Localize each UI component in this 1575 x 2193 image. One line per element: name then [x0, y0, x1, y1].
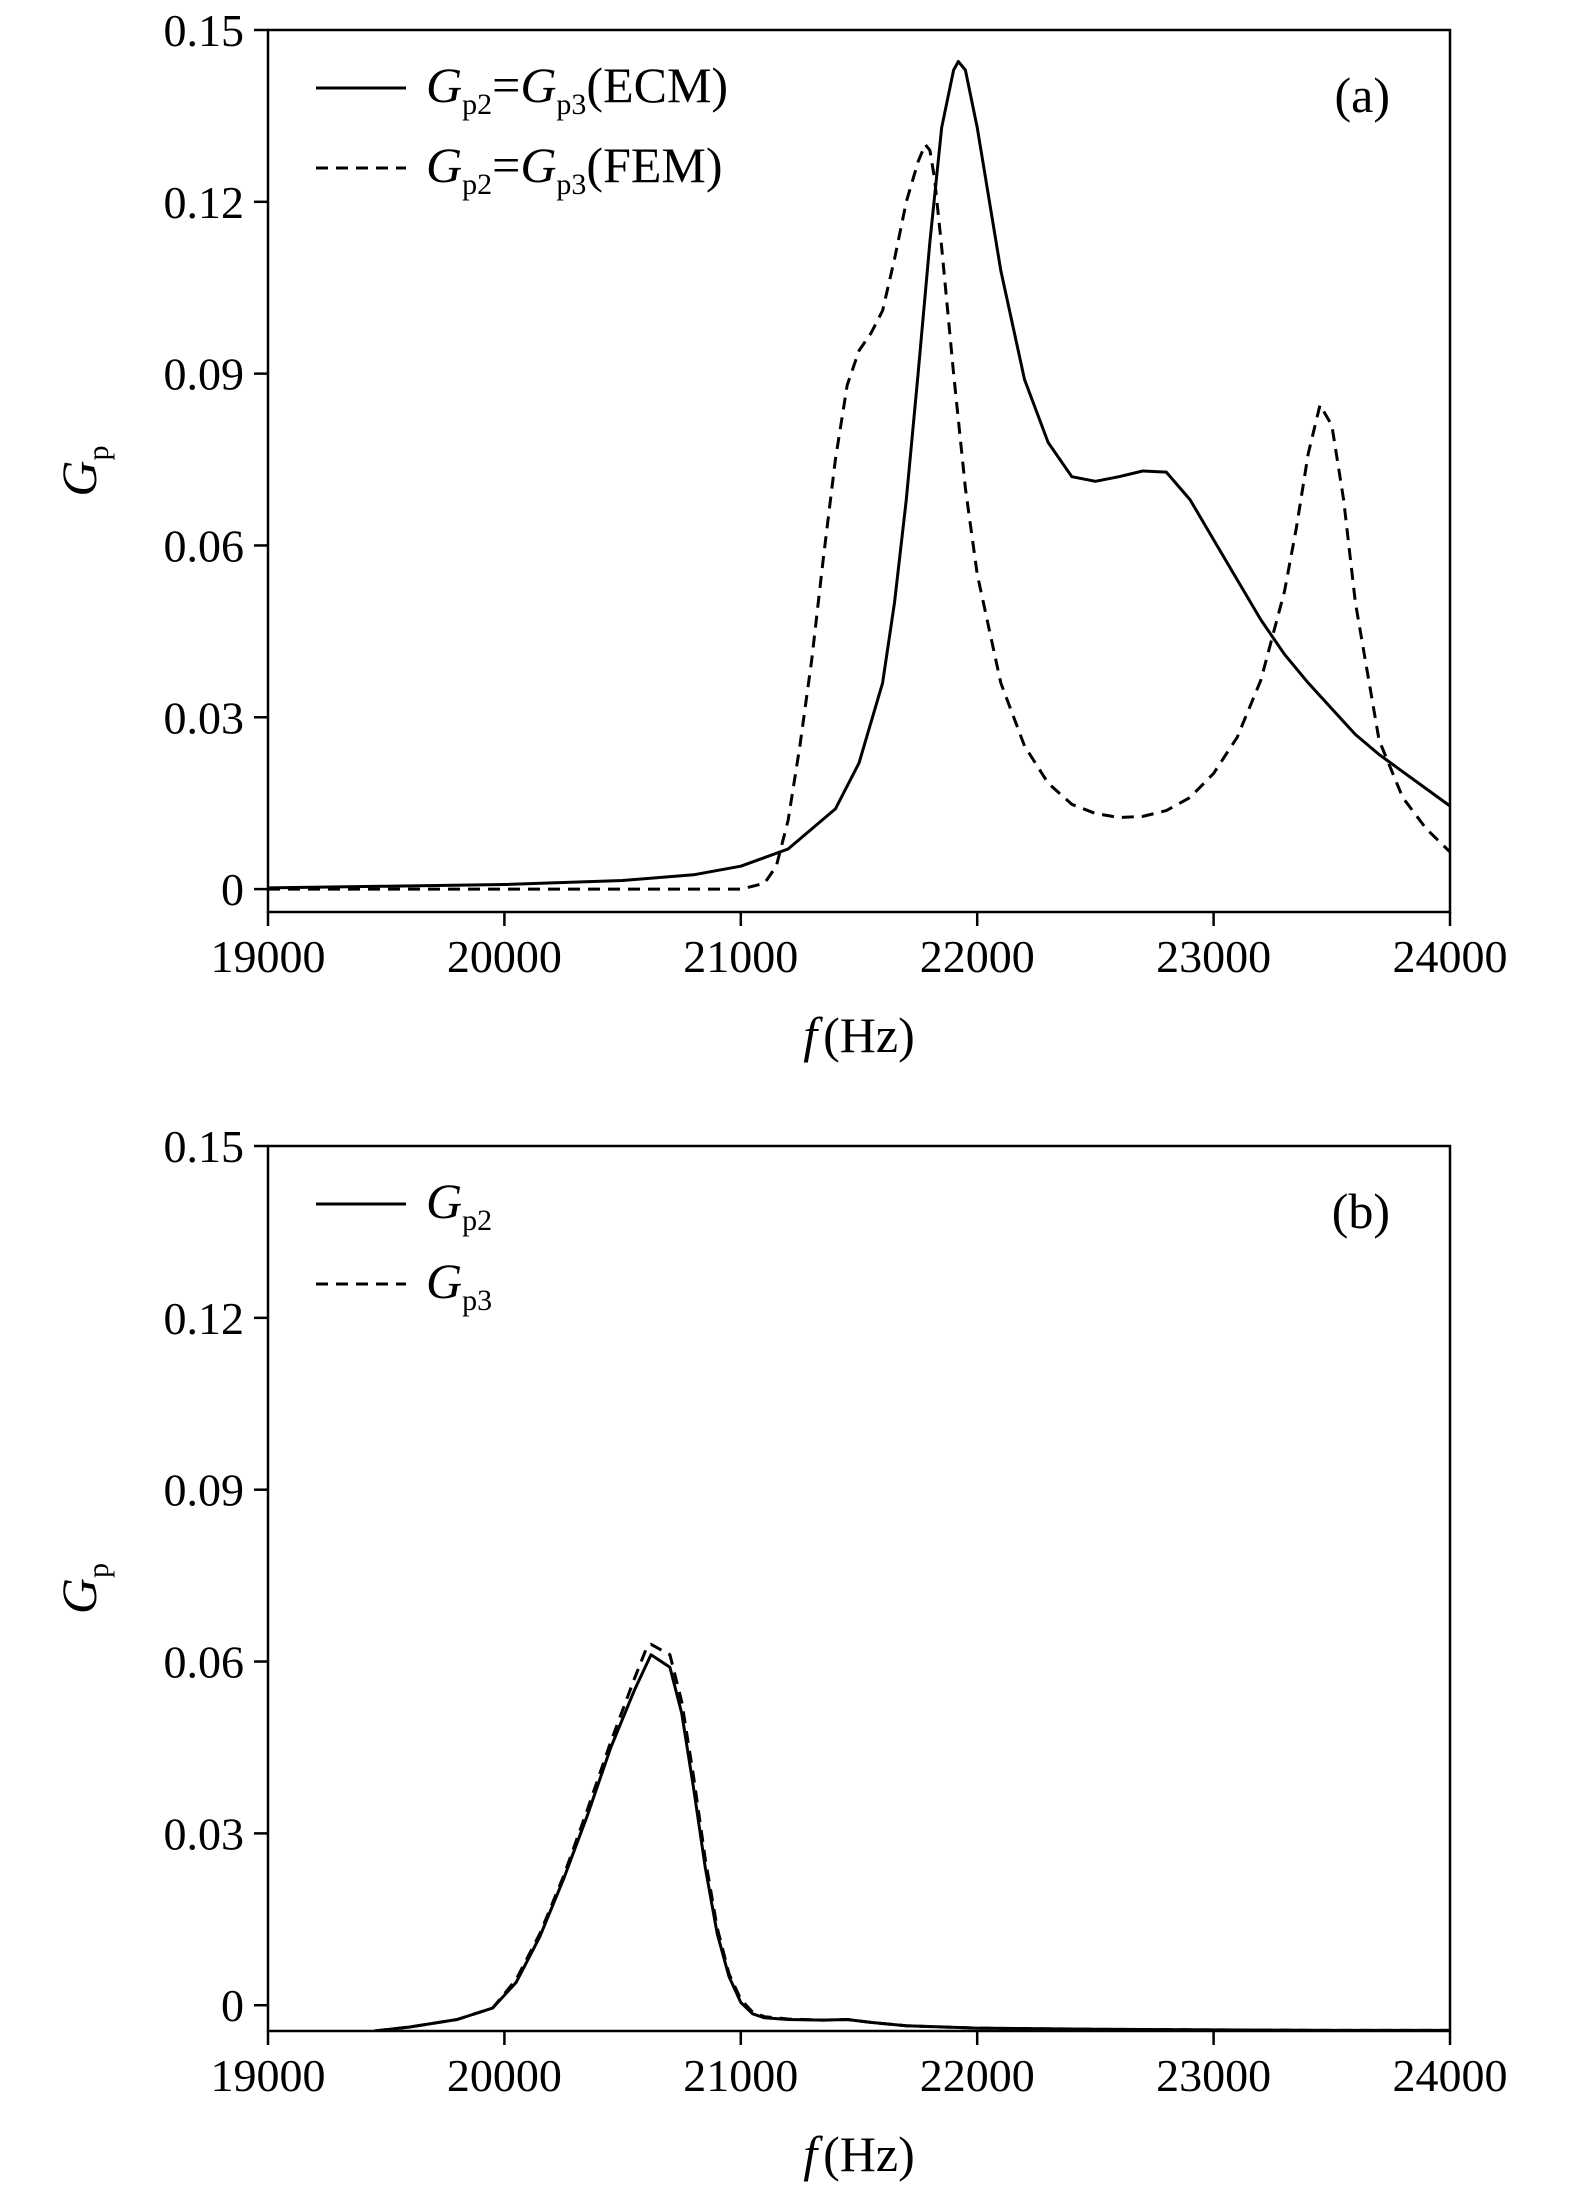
legend-text-part: G [426, 1253, 462, 1309]
panel-label: (b) [1332, 1183, 1390, 1239]
x-tick-label: 23000 [1156, 2050, 1271, 2101]
y-tick-label: 0.12 [164, 1293, 245, 1344]
y-tick-label: 0.03 [164, 692, 245, 743]
y-tick-label: 0.15 [164, 1121, 245, 1172]
x-axis-label: f (Hz) [803, 1007, 915, 1063]
x-tick-label: 22000 [920, 931, 1035, 982]
legend-text-part: = [492, 137, 520, 193]
legend-text-part: p3 [556, 88, 586, 121]
legend-text-part: G [520, 137, 556, 193]
legend-text-part: (FEM) [586, 137, 722, 193]
legend-text-part: (ECM) [586, 57, 728, 113]
legend-label: Gp2=Gp3(FEM) [426, 137, 723, 201]
y-tick-label: 0 [221, 864, 244, 915]
y-axis-symbol: G [51, 460, 107, 496]
y-axis-label: Gp [51, 445, 115, 496]
legend-label: Gp2 [426, 1173, 492, 1237]
y-axis-subscript: p [82, 445, 115, 460]
y-axis-label: Gp [51, 1563, 115, 1614]
x-tick-label: 23000 [1156, 931, 1271, 982]
x-tick-label: 19000 [211, 931, 326, 982]
legend-text-part: G [520, 57, 556, 113]
legend-text-part: p2 [462, 88, 492, 121]
y-tick-label: 0.12 [164, 177, 245, 228]
series-line-solid [374, 1653, 1450, 2031]
x-tick-label: 24000 [1393, 931, 1508, 982]
legend-text-part: G [426, 137, 462, 193]
series-line-dashed [268, 143, 1450, 891]
y-tick-label: 0.06 [164, 1637, 245, 1688]
x-tick-label: 22000 [920, 2050, 1035, 2101]
plot-frame [266, 28, 1452, 914]
legend-text-part: = [492, 57, 520, 113]
legend-text-part: p3 [462, 1284, 492, 1317]
y-tick-label: 0 [221, 1980, 244, 2031]
series-line-dashed [374, 1642, 1450, 2031]
x-tick-label: 24000 [1393, 2050, 1508, 2101]
x-axis-label: f (Hz) [803, 2126, 915, 2182]
legend-label: Gp3 [426, 1253, 492, 1317]
x-tick-label: 20000 [447, 931, 562, 982]
panel-label: (a) [1335, 67, 1391, 123]
legend-label: Gp2=Gp3(ECM) [426, 57, 728, 121]
panel-a: 19000 20000 21000 22000 23000 24000 0 0.03 0.06 0… [51, 5, 1508, 1063]
x-tick-label: 20000 [447, 2050, 562, 2101]
x-axis-unit: (Hz) [823, 1007, 915, 1063]
x-tick-label: 19000 [211, 2050, 326, 2101]
plot-frame [266, 1144, 1452, 2033]
x-tick-label: 21000 [683, 2050, 798, 2101]
y-tick-label: 0.15 [164, 5, 245, 56]
x-axis-variable: f [803, 1007, 823, 1063]
legend-text-part: G [426, 1173, 462, 1229]
y-tick-label: 0.09 [164, 1465, 245, 1516]
y-axis-subscript: p [82, 1563, 115, 1578]
legend-text-part: G [426, 57, 462, 113]
y-axis-symbol: G [51, 1578, 107, 1614]
legend-text-part: p2 [462, 168, 492, 201]
panel-b: 19000 20000 21000 22000 23000 24000 0 0.03 0.06 0… [51, 1121, 1508, 2182]
legend-text-part: p3 [556, 168, 586, 201]
x-tick-label: 21000 [683, 931, 798, 982]
series-line-solid [268, 60, 1450, 890]
y-tick-label: 0.06 [164, 520, 245, 571]
x-axis-unit: (Hz) [823, 2126, 915, 2182]
legend-text-part: p2 [462, 1204, 492, 1237]
y-tick-label: 0.09 [164, 349, 245, 400]
x-axis-variable: f [803, 2126, 823, 2182]
y-tick-label: 0.03 [164, 1808, 245, 1859]
